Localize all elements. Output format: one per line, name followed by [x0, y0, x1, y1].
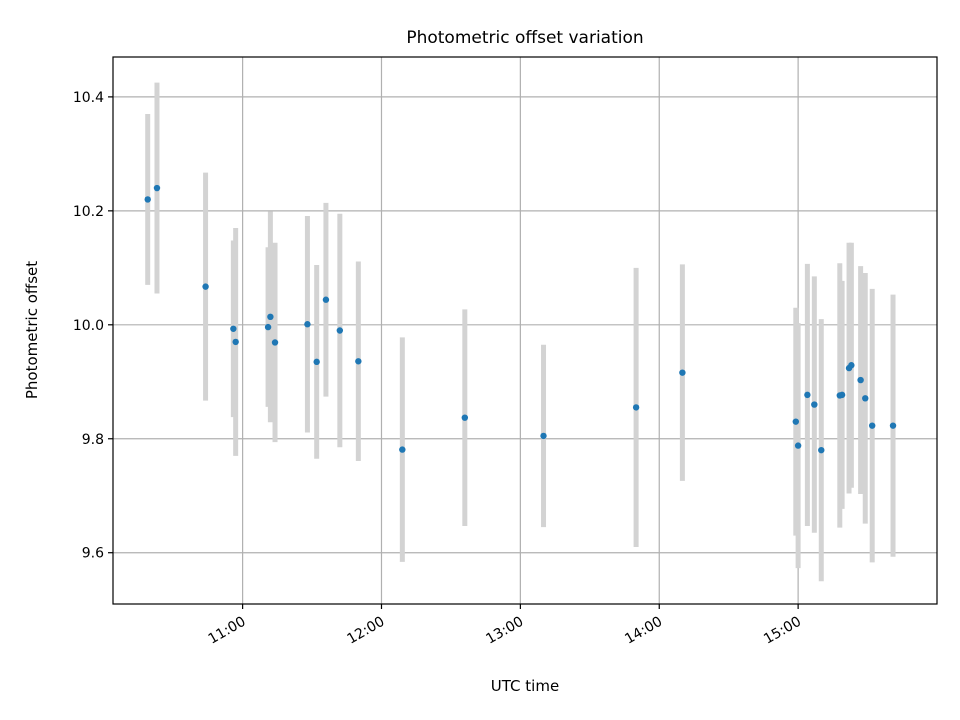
data-point — [232, 338, 239, 346]
chart-title: Photometric offset variation — [406, 28, 643, 48]
plot-frame — [112, 56, 938, 605]
y-axis: 9.6 9.8 10.0 10.2 10.4 — [73, 90, 113, 562]
data-point — [540, 432, 547, 440]
data-point — [804, 391, 811, 399]
data-point — [862, 395, 869, 402]
y-tick-label: 10.2 — [73, 204, 104, 220]
y-axis-label: Photometric offset — [23, 261, 41, 399]
data-point — [202, 283, 209, 290]
data-point — [838, 391, 846, 399]
data-point — [230, 325, 237, 332]
data-point — [811, 401, 818, 408]
data-point — [679, 369, 686, 376]
data-point — [304, 321, 311, 328]
data-point — [848, 362, 855, 369]
data-point — [355, 358, 362, 365]
data-point — [868, 422, 876, 429]
data-point — [857, 376, 864, 384]
data-point — [153, 184, 161, 192]
data-point — [889, 422, 897, 429]
y-tick-label: 9.6 — [82, 546, 104, 562]
x-axis-label: UTC time — [491, 677, 559, 695]
y-tick-label: 10.0 — [73, 318, 104, 334]
data-points — [144, 184, 897, 454]
data-point — [794, 442, 802, 449]
y-tick-label: 10.4 — [73, 90, 104, 106]
data-point — [632, 404, 640, 411]
data-point — [336, 327, 344, 334]
data-point — [399, 446, 406, 453]
data-point — [322, 296, 330, 303]
data-point — [313, 358, 320, 366]
data-point — [264, 323, 272, 331]
data-point — [144, 196, 151, 203]
data-point — [818, 446, 825, 454]
data-point — [792, 418, 800, 425]
y-tick-label: 9.8 — [82, 432, 104, 448]
data-point — [461, 414, 469, 421]
data-point — [271, 339, 279, 346]
data-point — [267, 313, 274, 321]
